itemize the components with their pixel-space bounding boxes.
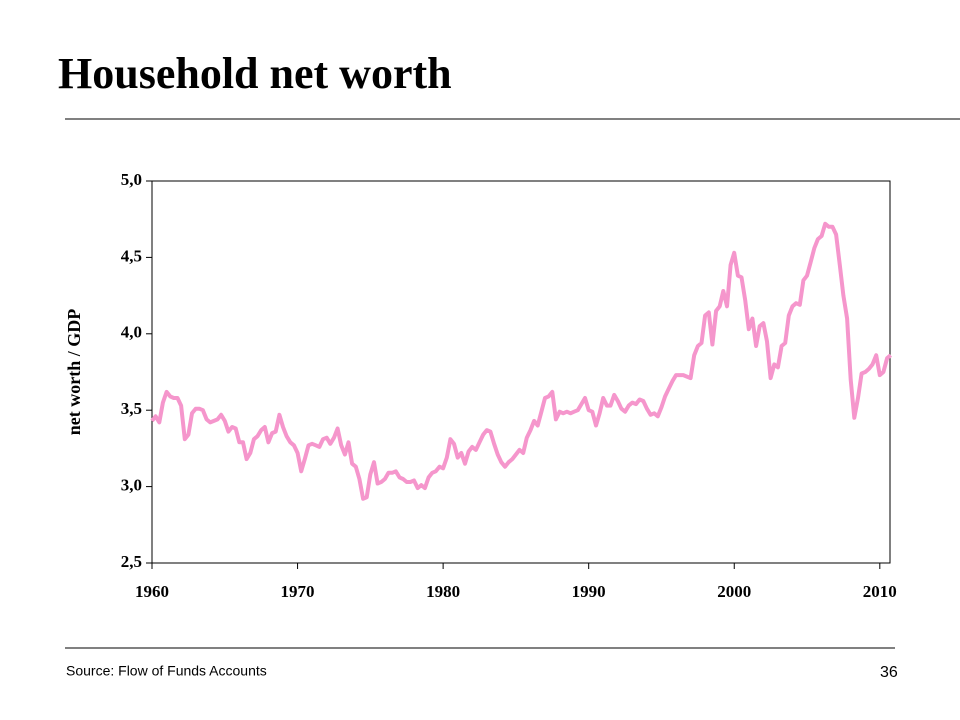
data-line	[150, 221, 892, 501]
x-tick-label: 1990	[572, 582, 606, 601]
page-number: 36	[880, 664, 898, 681]
y-tick-label: 5,0	[121, 170, 142, 189]
x-tick-label: 1960	[135, 582, 169, 601]
y-tick-label: 3,0	[121, 476, 142, 495]
source-note: Source: Flow of Funds Accounts	[66, 663, 267, 679]
y-tick-label: 4,0	[121, 323, 142, 342]
x-tick-label: 2010	[863, 582, 897, 601]
y-axis-label: net worth / GDP	[64, 309, 84, 435]
y-tick-label: 2,5	[121, 552, 142, 571]
y-tick-label: 4,5	[121, 246, 142, 265]
y-tick-label: 3,5	[121, 399, 142, 418]
plot-frame	[151, 180, 891, 564]
x-tick-label: 2000	[717, 582, 751, 601]
slide-title: Household net worth	[58, 49, 452, 98]
x-tick-label: 1970	[281, 582, 315, 601]
x-tick-label: 1980	[426, 582, 460, 601]
